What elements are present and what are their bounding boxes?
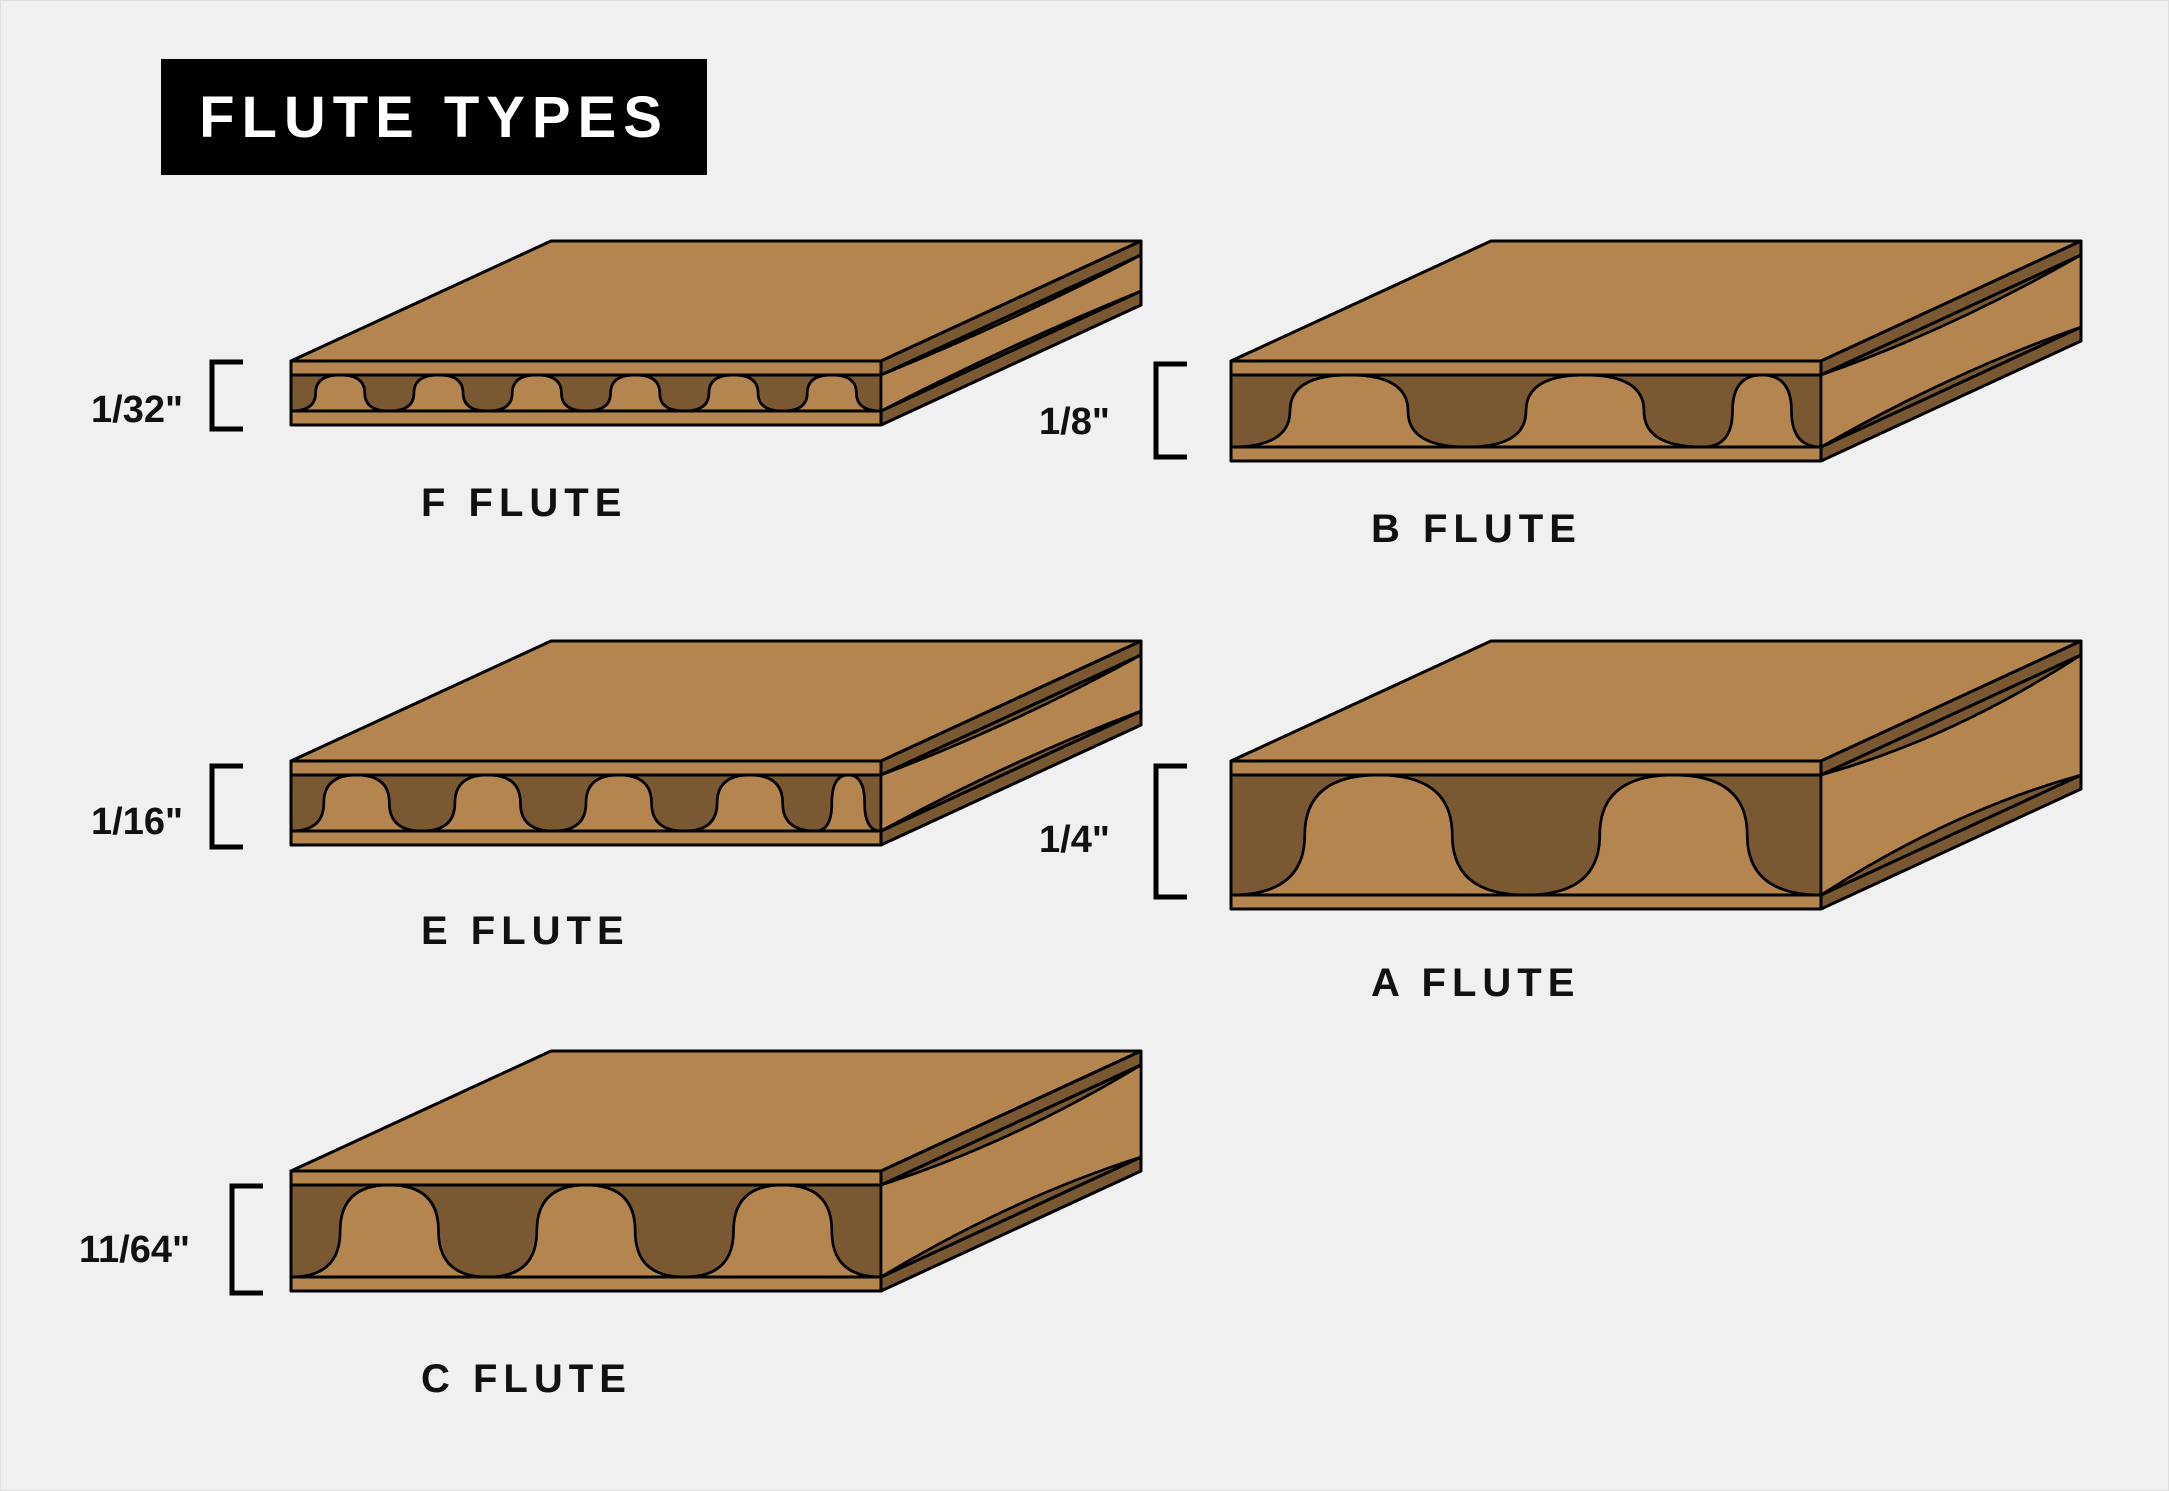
flute-label-a: A FLUTE [1371,961,1580,1006]
dimension-bracket-f [207,357,253,439]
flute-illustration-b [1231,241,2091,471]
flute-illustration-c [291,1051,1151,1301]
dimension-label-c: 11/64" [79,1229,190,1272]
title-bar: FLUTE TYPES [161,59,707,175]
flute-illustration-e [291,641,1151,855]
dimension-label-b: 1/8" [1039,401,1110,444]
dimension-bracket-e [207,761,253,857]
flute-label-e: E FLUTE [421,909,630,954]
dimension-label-a: 1/4" [1039,819,1110,862]
flute-label-c: C FLUTE [421,1357,632,1402]
flute-label-f: F FLUTE [421,481,627,526]
title-text: FLUTE TYPES [199,84,669,151]
dimension-label-e: 1/16" [91,801,183,844]
flute-illustration-f [291,241,1151,435]
flute-illustration-a [1231,641,2091,919]
dimension-bracket-c [227,1181,273,1303]
dimension-bracket-b [1151,359,1197,467]
dimension-bracket-a [1151,761,1197,907]
infographic-canvas: FLUTE TYPES F FLUTE 1/32" E FLUTE 1/16" C FL… [0,0,2169,1491]
flute-label-b: B FLUTE [1371,507,1582,552]
dimension-label-f: 1/32" [91,389,183,432]
